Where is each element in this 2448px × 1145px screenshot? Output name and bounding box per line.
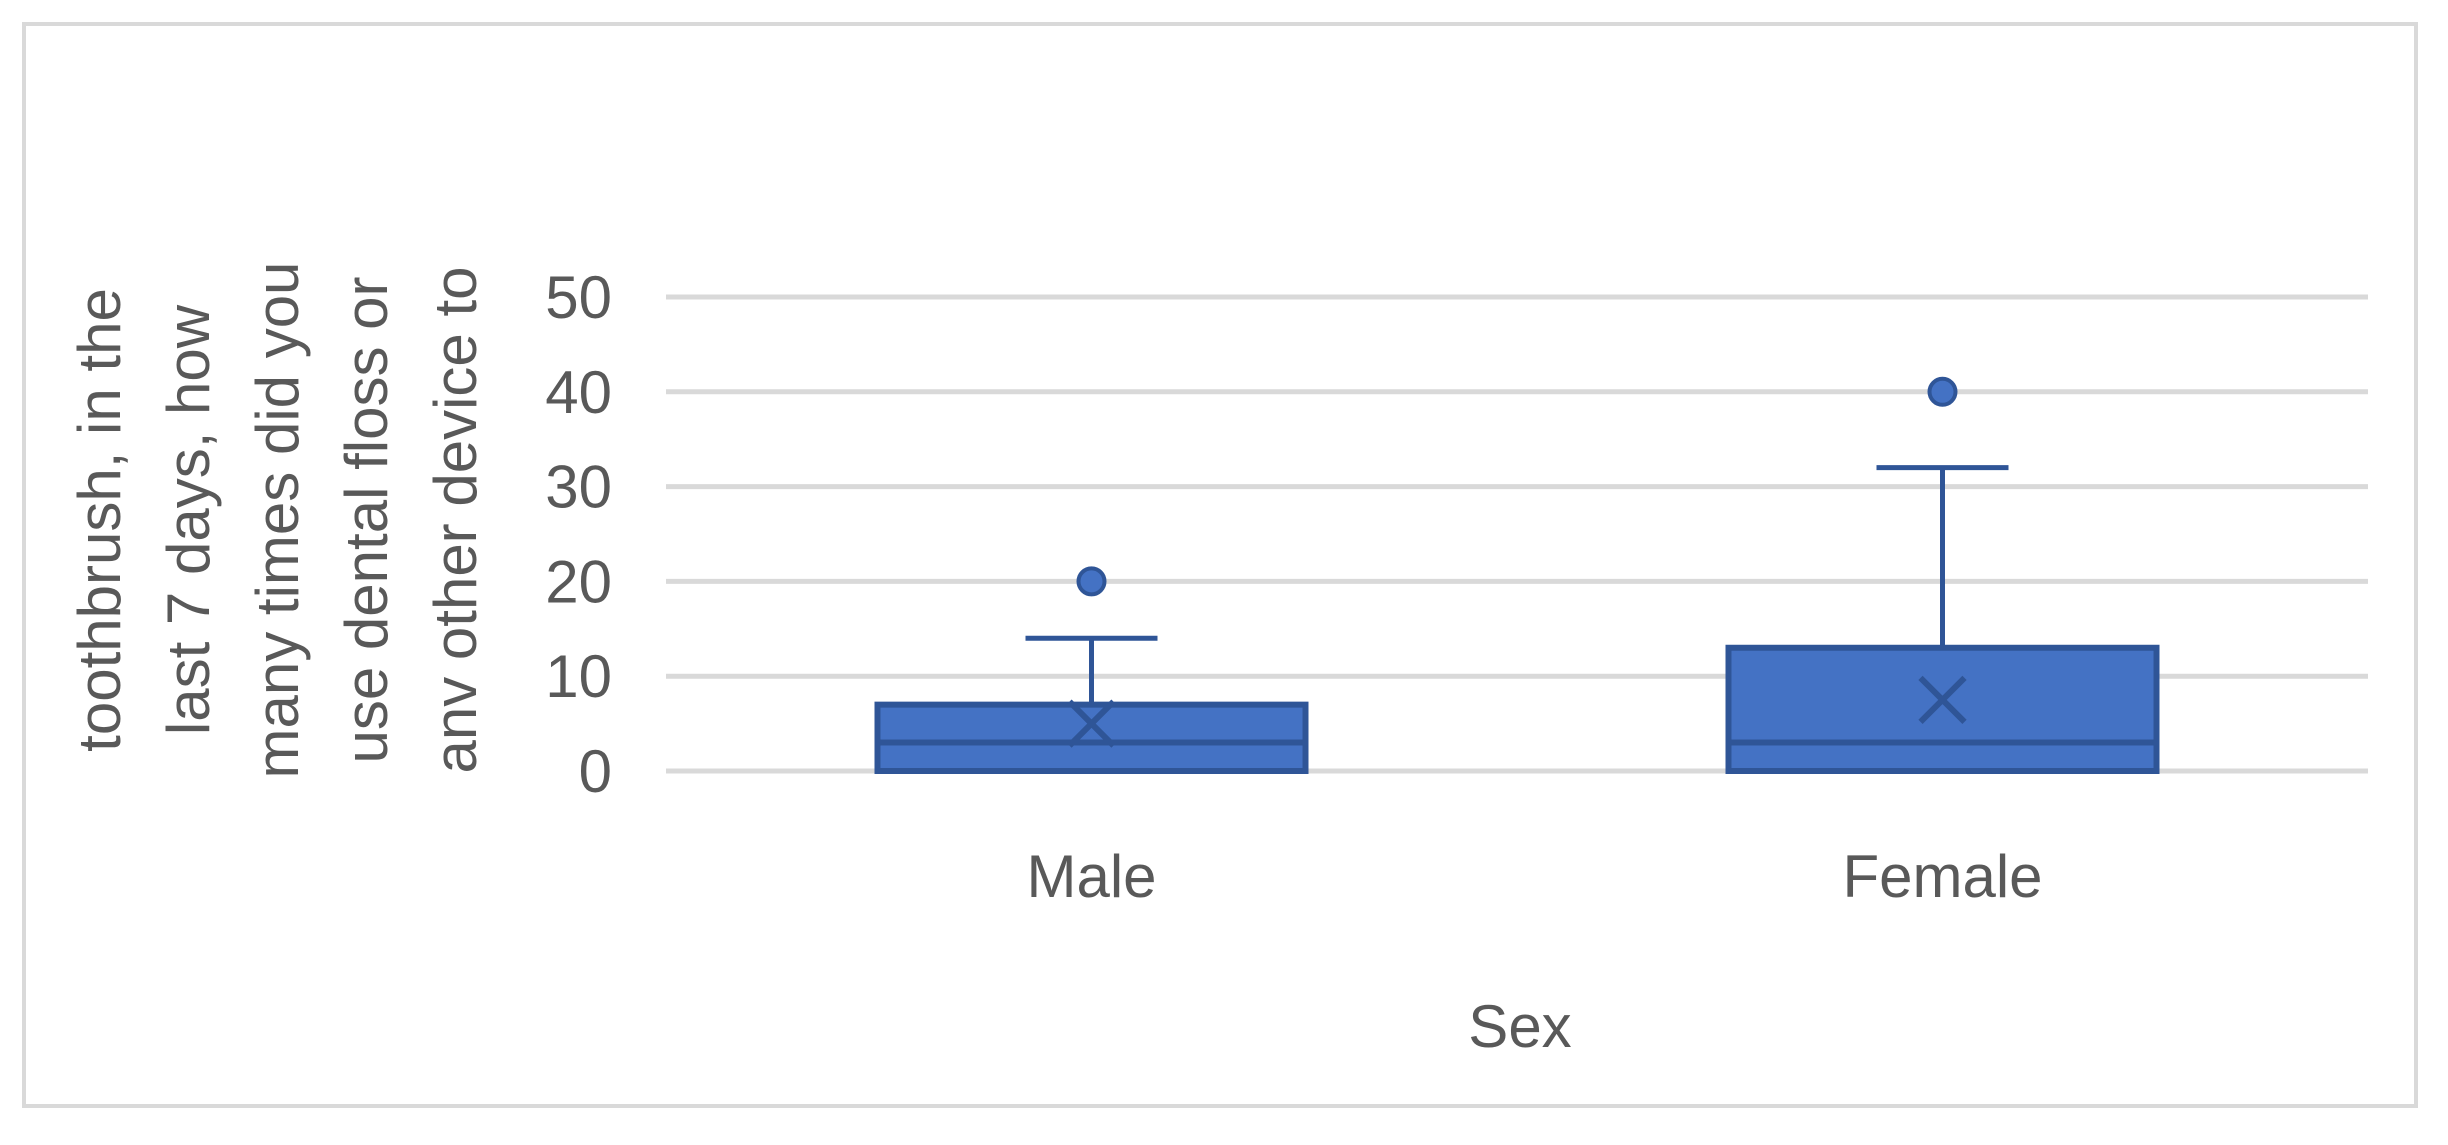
y-axis-title-line: anv other device to: [422, 267, 489, 774]
y-axis-title-line: last 7 days, how: [155, 304, 222, 735]
y-axis-title-line: use dental floss or: [333, 277, 400, 764]
chart-frame: [22, 22, 2418, 1108]
mean-marker: [1918, 675, 1967, 725]
x-axis-title: Sex: [1468, 993, 1571, 1060]
category-label: Male: [1026, 843, 1156, 910]
box-male: [874, 566, 1309, 775]
x-axis-categories: Male Female: [1026, 843, 2042, 910]
y-axis-title: toothbrush, in the last 7 days, how many t…: [66, 262, 489, 779]
outlier-point: [1927, 376, 1958, 407]
y-tick-label: 10: [545, 643, 612, 710]
outlier-point: [1076, 566, 1107, 597]
mean-marker: [1067, 699, 1116, 748]
y-tick-label: 50: [545, 264, 612, 331]
y-tick-label: 40: [545, 359, 612, 426]
y-axis-title-line: many times did you: [244, 262, 311, 779]
y-axis-ticks: 0 10 20 30 40 50: [545, 264, 612, 805]
box-series: [874, 376, 2160, 775]
y-tick-label: 20: [545, 548, 612, 615]
box-female: [1725, 376, 2160, 775]
box-rect: [874, 701, 1309, 775]
category-label: Female: [1842, 843, 2042, 910]
y-tick-label: 30: [545, 454, 612, 521]
y-axis-title-line: toothbrush, in the: [66, 288, 133, 752]
box-rect: [1725, 644, 2160, 775]
y-tick-label: 0: [579, 738, 612, 805]
